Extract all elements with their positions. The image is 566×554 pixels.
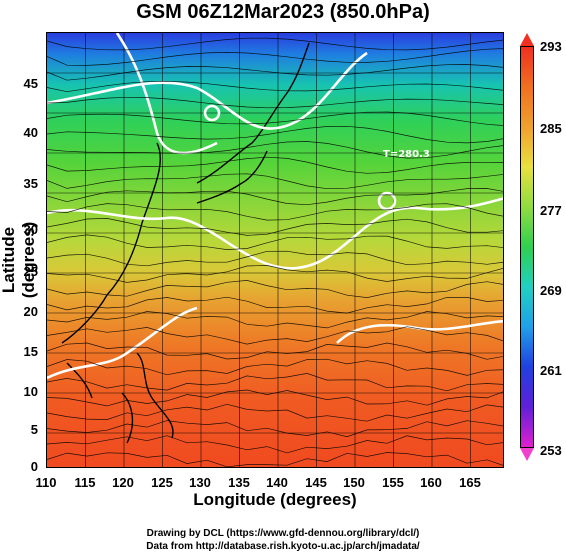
x-tick-label: 135 bbox=[228, 475, 250, 490]
coastlines bbox=[61, 42, 310, 444]
colorbar-tick-label: 277 bbox=[540, 203, 562, 218]
contour-label: T=280.3 bbox=[383, 149, 430, 160]
y-tick-label: 35 bbox=[23, 176, 38, 191]
y-tick-label: 0 bbox=[30, 459, 38, 474]
y-tick-label: 10 bbox=[23, 384, 38, 399]
colorbar bbox=[520, 46, 534, 448]
y-tick-label: 30 bbox=[23, 222, 38, 237]
y-tick-label: 25 bbox=[23, 264, 38, 279]
credit-line-drawing: Drawing by DCL (https://www.gfd-dennou.o… bbox=[146, 528, 420, 539]
y-tick-label: 45 bbox=[23, 76, 38, 91]
colorbar-max-arrow bbox=[520, 33, 534, 46]
x-tick-label: 150 bbox=[343, 475, 365, 490]
colorbar-tick-label: 269 bbox=[540, 283, 562, 298]
colorbar-min-arrow bbox=[520, 448, 534, 461]
credit-line-data: Data from http://database.rish.kyoto-u.a… bbox=[146, 541, 420, 552]
y-tick-label: 40 bbox=[23, 125, 38, 140]
temperature-map-plot: T=280.3 bbox=[46, 32, 504, 468]
x-tick-label: 160 bbox=[420, 475, 442, 490]
x-axis-label: Longitude (degrees) bbox=[193, 490, 357, 509]
x-tick-label: 110 bbox=[35, 475, 57, 490]
x-tick-label: 165 bbox=[459, 475, 481, 490]
colorbar-tick-label: 261 bbox=[540, 363, 562, 378]
x-tick-label: 130 bbox=[189, 475, 211, 490]
map-overlay bbox=[47, 33, 503, 467]
colorbar-tick-label: 253 bbox=[540, 443, 562, 458]
x-tick-label: 140 bbox=[266, 475, 288, 490]
x-tick-label: 115 bbox=[74, 475, 96, 490]
colorbar-tick-label: 293 bbox=[540, 39, 562, 54]
x-tick-label: 155 bbox=[382, 475, 404, 490]
x-tick-label: 145 bbox=[305, 475, 327, 490]
y-tick-label: 20 bbox=[23, 304, 38, 319]
map-title: GSM 06Z12Mar2023 (850.0hPa) bbox=[136, 1, 430, 23]
x-tick-label: 120 bbox=[112, 475, 134, 490]
y-tick-label: 5 bbox=[30, 422, 38, 437]
wind-streamlines bbox=[47, 37, 503, 467]
isotherm-contours bbox=[47, 33, 503, 380]
colorbar-tick-label: 285 bbox=[540, 121, 562, 136]
x-tick-label: 125 bbox=[151, 475, 173, 490]
y-tick-label: 15 bbox=[23, 344, 38, 359]
